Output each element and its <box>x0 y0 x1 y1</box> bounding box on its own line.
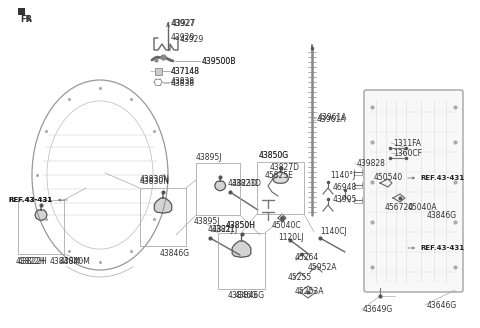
Polygon shape <box>215 176 226 191</box>
Text: 43838: 43838 <box>171 78 195 88</box>
Text: 43846G: 43846G <box>235 292 265 300</box>
Text: 45040A: 45040A <box>408 203 438 213</box>
Text: 439500B: 439500B <box>202 56 236 66</box>
Text: 43850H: 43850H <box>226 220 256 230</box>
Bar <box>218 233 265 289</box>
Text: 1311FA: 1311FA <box>393 138 421 148</box>
Text: 450540: 450540 <box>374 174 403 182</box>
Text: 43850G: 43850G <box>259 152 289 160</box>
Text: 439828: 439828 <box>357 158 386 168</box>
Text: 43646G: 43646G <box>427 300 457 310</box>
Text: 45253A: 45253A <box>295 288 324 297</box>
Text: 43927: 43927 <box>171 19 195 29</box>
Text: 43840M: 43840M <box>50 257 81 266</box>
Bar <box>140 188 186 246</box>
Text: FR: FR <box>20 15 32 25</box>
Text: 45825E: 45825E <box>265 171 294 179</box>
Text: REF.43-431: REF.43-431 <box>8 197 52 203</box>
Text: 43840M: 43840M <box>60 257 91 266</box>
Text: 45952A: 45952A <box>308 263 337 273</box>
Text: 43823D: 43823D <box>228 178 258 188</box>
Text: 1140°J: 1140°J <box>330 171 355 179</box>
Text: 43846G: 43846G <box>427 211 457 219</box>
Text: REF.43-431: REF.43-431 <box>420 175 464 181</box>
Text: 43927: 43927 <box>172 19 196 29</box>
Text: 46948: 46948 <box>333 183 357 193</box>
Polygon shape <box>155 192 172 213</box>
Polygon shape <box>273 168 288 183</box>
Text: 43850H: 43850H <box>226 221 256 231</box>
Bar <box>18 200 64 254</box>
Text: 1360CF: 1360CF <box>393 149 422 157</box>
Polygon shape <box>35 205 47 220</box>
Text: 43838: 43838 <box>171 77 195 87</box>
Text: 43895J: 43895J <box>194 216 220 226</box>
Text: 43961A: 43961A <box>317 115 347 125</box>
Text: 45040C: 45040C <box>272 220 301 230</box>
Polygon shape <box>232 234 251 257</box>
Text: 43830N: 43830N <box>140 175 170 184</box>
Text: 45264: 45264 <box>295 254 319 262</box>
Text: 439500B: 439500B <box>202 56 236 66</box>
Text: REF.43-431: REF.43-431 <box>8 197 52 203</box>
Text: 43649G: 43649G <box>363 305 393 315</box>
Text: 43929: 43929 <box>180 35 204 45</box>
Text: 43822H: 43822H <box>18 257 48 266</box>
Text: 43821J: 43821J <box>208 224 234 234</box>
Text: 43846G: 43846G <box>228 291 258 299</box>
Text: 43961A: 43961A <box>318 113 348 122</box>
Bar <box>257 162 304 214</box>
Text: 43822H: 43822H <box>16 257 46 266</box>
Text: 45255: 45255 <box>288 274 312 282</box>
Text: 43846G: 43846G <box>160 249 190 257</box>
Text: 437148: 437148 <box>171 67 200 75</box>
Bar <box>196 163 240 215</box>
Text: 1140CJ: 1140CJ <box>320 228 347 236</box>
Text: 43823D: 43823D <box>232 178 262 188</box>
FancyBboxPatch shape <box>364 90 463 292</box>
Bar <box>18 8 25 15</box>
Bar <box>155 68 162 75</box>
Text: 456720: 456720 <box>385 203 414 213</box>
Text: 43895J: 43895J <box>196 153 223 161</box>
Text: 43827D: 43827D <box>270 163 300 173</box>
Text: REF.43-431: REF.43-431 <box>420 245 464 251</box>
Text: 43995: 43995 <box>333 195 358 204</box>
Text: 1120LJ: 1120LJ <box>278 234 304 242</box>
Text: 43850G: 43850G <box>259 152 289 160</box>
Text: 43830N: 43830N <box>140 177 170 187</box>
Text: 437148: 437148 <box>171 67 200 75</box>
Text: 43821J: 43821J <box>212 224 238 234</box>
Text: 43929: 43929 <box>171 33 195 43</box>
